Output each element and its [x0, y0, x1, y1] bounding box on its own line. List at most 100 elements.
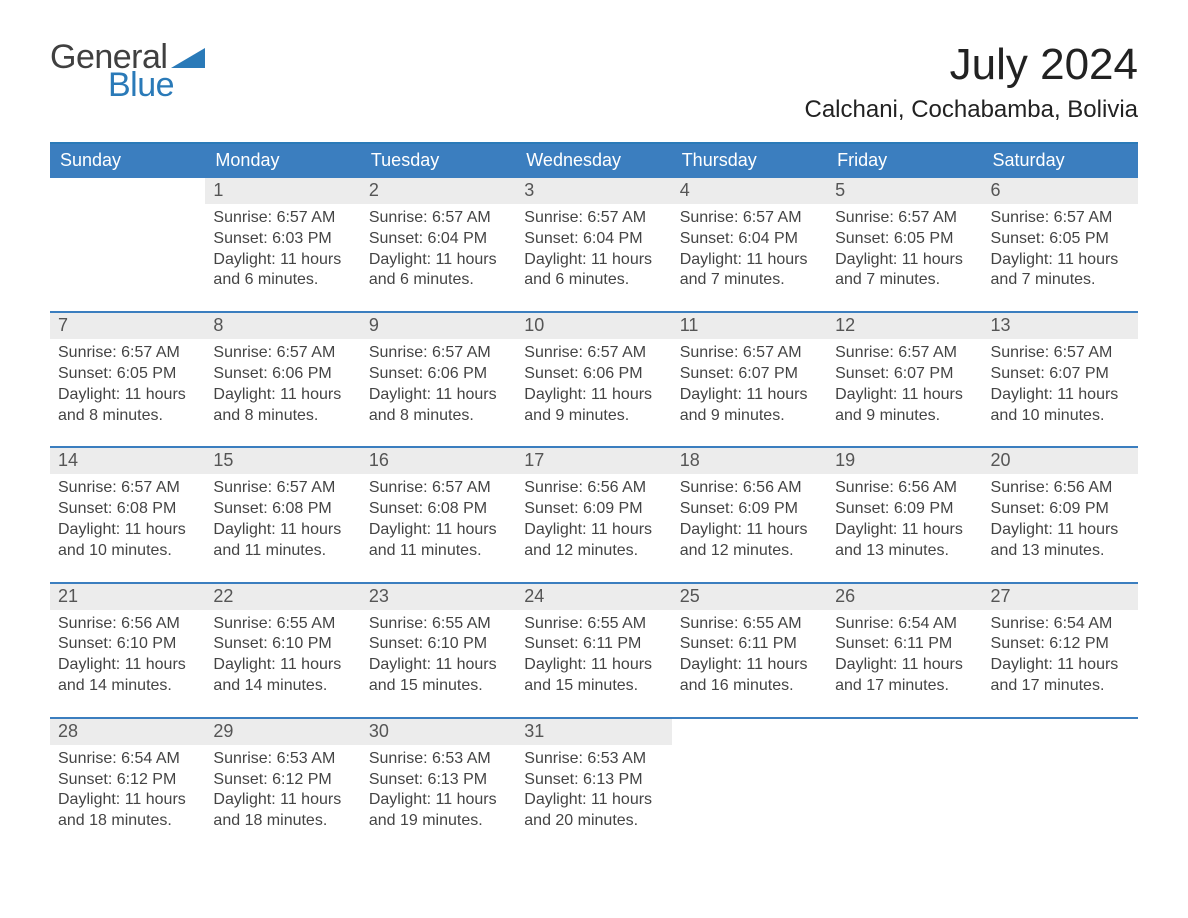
daylight-line-2: and 6 minutes.: [213, 270, 352, 291]
sunset-line: Sunset: 6:06 PM: [369, 364, 508, 385]
calendar-day: 30Sunrise: 6:53 AMSunset: 6:13 PMDayligh…: [361, 719, 516, 852]
sunset-line: Sunset: 6:10 PM: [213, 634, 352, 655]
calendar-day: [983, 719, 1138, 852]
day-body: Sunrise: 6:57 AMSunset: 6:06 PMDaylight:…: [205, 339, 360, 426]
sunrise-line: Sunrise: 6:55 AM: [369, 614, 508, 635]
sunrise-line: Sunrise: 6:55 AM: [680, 614, 819, 635]
day-number: 13: [983, 313, 1138, 339]
sunset-line: Sunset: 6:04 PM: [524, 229, 663, 250]
sunrise-line: Sunrise: 6:57 AM: [680, 343, 819, 364]
daylight-line-2: and 8 minutes.: [369, 406, 508, 427]
daylight-line-1: Daylight: 11 hours: [369, 250, 508, 271]
daylight-line-2: and 17 minutes.: [991, 676, 1130, 697]
daylight-line-1: Daylight: 11 hours: [680, 520, 819, 541]
calendar-week: 28Sunrise: 6:54 AMSunset: 6:12 PMDayligh…: [50, 717, 1138, 852]
sunset-line: Sunset: 6:05 PM: [58, 364, 197, 385]
day-number: 6: [983, 178, 1138, 204]
dow-saturday: Saturday: [983, 144, 1138, 178]
sunset-line: Sunset: 6:05 PM: [991, 229, 1130, 250]
daylight-line-2: and 10 minutes.: [58, 541, 197, 562]
sunrise-line: Sunrise: 6:57 AM: [991, 343, 1130, 364]
sunset-line: Sunset: 6:04 PM: [680, 229, 819, 250]
day-number: 3: [516, 178, 671, 204]
day-number: 30: [361, 719, 516, 745]
calendar-day: 3Sunrise: 6:57 AMSunset: 6:04 PMDaylight…: [516, 178, 671, 311]
daylight-line-2: and 17 minutes.: [835, 676, 974, 697]
daylight-line-1: Daylight: 11 hours: [369, 655, 508, 676]
daylight-line-2: and 9 minutes.: [835, 406, 974, 427]
sunrise-line: Sunrise: 6:57 AM: [213, 208, 352, 229]
daylight-line-2: and 12 minutes.: [680, 541, 819, 562]
day-number: 28: [50, 719, 205, 745]
daylight-line-1: Daylight: 11 hours: [58, 790, 197, 811]
dow-sunday: Sunday: [50, 144, 205, 178]
calendar-day: 31Sunrise: 6:53 AMSunset: 6:13 PMDayligh…: [516, 719, 671, 852]
day-number: 4: [672, 178, 827, 204]
daylight-line-1: Daylight: 11 hours: [524, 250, 663, 271]
sunset-line: Sunset: 6:13 PM: [369, 770, 508, 791]
sunset-line: Sunset: 6:11 PM: [835, 634, 974, 655]
day-body: Sunrise: 6:53 AMSunset: 6:12 PMDaylight:…: [205, 745, 360, 832]
daylight-line-2: and 20 minutes.: [524, 811, 663, 832]
daylight-line-2: and 14 minutes.: [58, 676, 197, 697]
daylight-line-1: Daylight: 11 hours: [213, 520, 352, 541]
calendar-day: 25Sunrise: 6:55 AMSunset: 6:11 PMDayligh…: [672, 584, 827, 717]
daylight-line-2: and 11 minutes.: [369, 541, 508, 562]
daylight-line-1: Daylight: 11 hours: [524, 385, 663, 406]
calendar-day: 26Sunrise: 6:54 AMSunset: 6:11 PMDayligh…: [827, 584, 982, 717]
sunset-line: Sunset: 6:09 PM: [680, 499, 819, 520]
sunrise-line: Sunrise: 6:54 AM: [58, 749, 197, 770]
calendar-day: 27Sunrise: 6:54 AMSunset: 6:12 PMDayligh…: [983, 584, 1138, 717]
sunrise-line: Sunrise: 6:57 AM: [524, 343, 663, 364]
day-number: 20: [983, 448, 1138, 474]
day-number: 11: [672, 313, 827, 339]
sunrise-line: Sunrise: 6:56 AM: [991, 478, 1130, 499]
calendar-day: 16Sunrise: 6:57 AMSunset: 6:08 PMDayligh…: [361, 448, 516, 581]
day-body: Sunrise: 6:57 AMSunset: 6:08 PMDaylight:…: [50, 474, 205, 561]
dow-thursday: Thursday: [672, 144, 827, 178]
sunrise-line: Sunrise: 6:53 AM: [524, 749, 663, 770]
daylight-line-1: Daylight: 11 hours: [369, 520, 508, 541]
day-number: 22: [205, 584, 360, 610]
sunrise-line: Sunrise: 6:53 AM: [369, 749, 508, 770]
calendar-day: 4Sunrise: 6:57 AMSunset: 6:04 PMDaylight…: [672, 178, 827, 311]
day-body: Sunrise: 6:55 AMSunset: 6:11 PMDaylight:…: [516, 610, 671, 697]
sunrise-line: Sunrise: 6:57 AM: [369, 208, 508, 229]
calendar-day: [672, 719, 827, 852]
day-body: Sunrise: 6:56 AMSunset: 6:09 PMDaylight:…: [672, 474, 827, 561]
sunset-line: Sunset: 6:09 PM: [991, 499, 1130, 520]
sunset-line: Sunset: 6:12 PM: [991, 634, 1130, 655]
daylight-line-1: Daylight: 11 hours: [680, 655, 819, 676]
sunrise-line: Sunrise: 6:56 AM: [524, 478, 663, 499]
day-number: 2: [361, 178, 516, 204]
daylight-line-1: Daylight: 11 hours: [58, 520, 197, 541]
location: Calchani, Cochabamba, Bolivia: [804, 96, 1138, 124]
sunrise-line: Sunrise: 6:56 AM: [58, 614, 197, 635]
daylight-line-2: and 14 minutes.: [213, 676, 352, 697]
day-body: Sunrise: 6:55 AMSunset: 6:10 PMDaylight:…: [361, 610, 516, 697]
daylight-line-2: and 9 minutes.: [524, 406, 663, 427]
daylight-line-2: and 9 minutes.: [680, 406, 819, 427]
day-body: Sunrise: 6:57 AMSunset: 6:06 PMDaylight:…: [516, 339, 671, 426]
daylight-line-2: and 18 minutes.: [58, 811, 197, 832]
daylight-line-1: Daylight: 11 hours: [680, 385, 819, 406]
dow-tuesday: Tuesday: [361, 144, 516, 178]
calendar-day: 29Sunrise: 6:53 AMSunset: 6:12 PMDayligh…: [205, 719, 360, 852]
day-number: 18: [672, 448, 827, 474]
daylight-line-2: and 12 minutes.: [524, 541, 663, 562]
calendar-day: 13Sunrise: 6:57 AMSunset: 6:07 PMDayligh…: [983, 313, 1138, 446]
day-number: 29: [205, 719, 360, 745]
calendar-day: [827, 719, 982, 852]
daylight-line-2: and 15 minutes.: [369, 676, 508, 697]
day-body: Sunrise: 6:57 AMSunset: 6:04 PMDaylight:…: [672, 204, 827, 291]
day-number: 1: [205, 178, 360, 204]
dow-monday: Monday: [205, 144, 360, 178]
daylight-line-2: and 15 minutes.: [524, 676, 663, 697]
day-body: Sunrise: 6:55 AMSunset: 6:10 PMDaylight:…: [205, 610, 360, 697]
daylight-line-1: Daylight: 11 hours: [213, 250, 352, 271]
sunset-line: Sunset: 6:03 PM: [213, 229, 352, 250]
calendar-day: 23Sunrise: 6:55 AMSunset: 6:10 PMDayligh…: [361, 584, 516, 717]
calendar-day: 7Sunrise: 6:57 AMSunset: 6:05 PMDaylight…: [50, 313, 205, 446]
sunrise-line: Sunrise: 6:57 AM: [213, 478, 352, 499]
daylight-line-2: and 8 minutes.: [213, 406, 352, 427]
